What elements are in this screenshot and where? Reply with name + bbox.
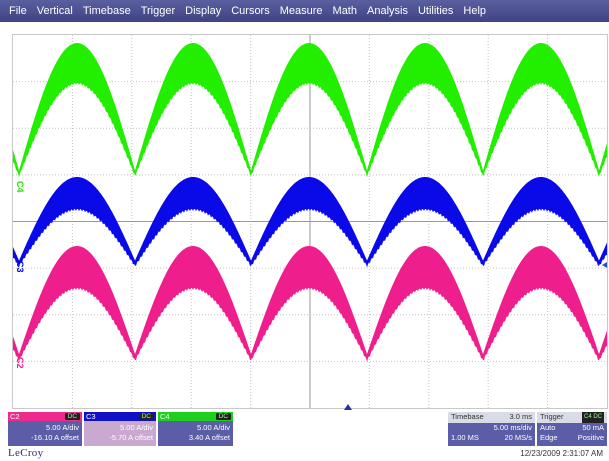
- menu-bar: File Vertical Timebase Trigger Display C…: [0, 0, 609, 22]
- lecroy-logo: LeCroy: [8, 447, 44, 459]
- channel-marker-c3: C3: [15, 261, 25, 273]
- trigger-type: Edge: [540, 433, 558, 442]
- timebase-per-div: 5.00 ms/div: [493, 422, 532, 432]
- volts-per-div: 5.00 A/div: [197, 423, 230, 432]
- timebase-panel[interactable]: Timebase 3.0 ms 5.00 ms/div 1.00 MS 20 M…: [448, 412, 535, 446]
- trigger-panel[interactable]: Trigger C4 DC Auto 50 mA Edge Positive: [537, 412, 607, 446]
- trigger-slope: Positive: [577, 433, 604, 442]
- menu-file[interactable]: File: [9, 5, 27, 17]
- menu-analysis[interactable]: Analysis: [367, 5, 408, 17]
- volts-per-div: 5.00 A/div: [46, 423, 79, 432]
- channel-marker-c2: C2: [15, 357, 25, 369]
- offset-value: -5.70 A offset: [109, 433, 153, 442]
- menu-math[interactable]: Math: [332, 5, 357, 17]
- timebase-samples: 1.00 MS: [451, 433, 479, 442]
- waveform-display[interactable]: C4 C3 C2: [12, 34, 608, 409]
- waveform-canvas: [13, 35, 607, 408]
- coupling-badge: DC: [215, 413, 231, 420]
- channel-marker-c4: C4: [15, 181, 25, 193]
- coupling-badge: DC: [138, 413, 154, 420]
- offset-value: 3.40 A offset: [188, 433, 230, 442]
- channel-box-c2[interactable]: C2 DC 5.00 A/div -16.10 A offset: [8, 412, 82, 446]
- timebase-rate: 20 MS/s: [504, 433, 532, 442]
- channel-box-c3[interactable]: C3 DC 5.00 A/div -5.70 A offset: [84, 412, 156, 446]
- trigger-source-badge: C4 DC: [581, 412, 604, 423]
- channel-label: C3: [86, 412, 96, 421]
- volts-per-div: 5.00 A/div: [120, 423, 153, 432]
- waveform-c4: [13, 43, 607, 178]
- trigger-position-marker[interactable]: [344, 404, 352, 410]
- menu-utilities[interactable]: Utilities: [417, 5, 454, 17]
- menu-measure[interactable]: Measure: [279, 5, 323, 17]
- menu-help[interactable]: Help: [463, 5, 487, 17]
- trigger-level-marker[interactable]: [602, 262, 607, 268]
- waveform-c3: [13, 177, 607, 268]
- timebase-delay: 3.0 ms: [509, 412, 532, 421]
- trigger-mode: Auto: [540, 422, 556, 432]
- offset-value: -16.10 A offset: [31, 433, 79, 442]
- menu-trigger[interactable]: Trigger: [140, 5, 176, 17]
- timebase-title: Timebase: [451, 412, 484, 421]
- channel-label: C2: [10, 412, 20, 421]
- menu-vertical[interactable]: Vertical: [36, 5, 73, 17]
- menu-timebase[interactable]: Timebase: [82, 5, 131, 17]
- menu-display[interactable]: Display: [185, 5, 222, 17]
- channel-label: C4: [160, 412, 170, 421]
- trigger-title: Trigger: [540, 412, 564, 421]
- coupling-badge: DC: [64, 413, 80, 420]
- menu-cursors[interactable]: Cursors: [231, 5, 270, 17]
- waveform-c2: [13, 246, 607, 362]
- trigger-level: 50 mA: [582, 422, 604, 432]
- date-time: 12/23/2009 2:31:07 AM: [520, 449, 603, 458]
- channel-box-c4[interactable]: C4 DC 5.00 A/div 3.40 A offset: [158, 412, 233, 446]
